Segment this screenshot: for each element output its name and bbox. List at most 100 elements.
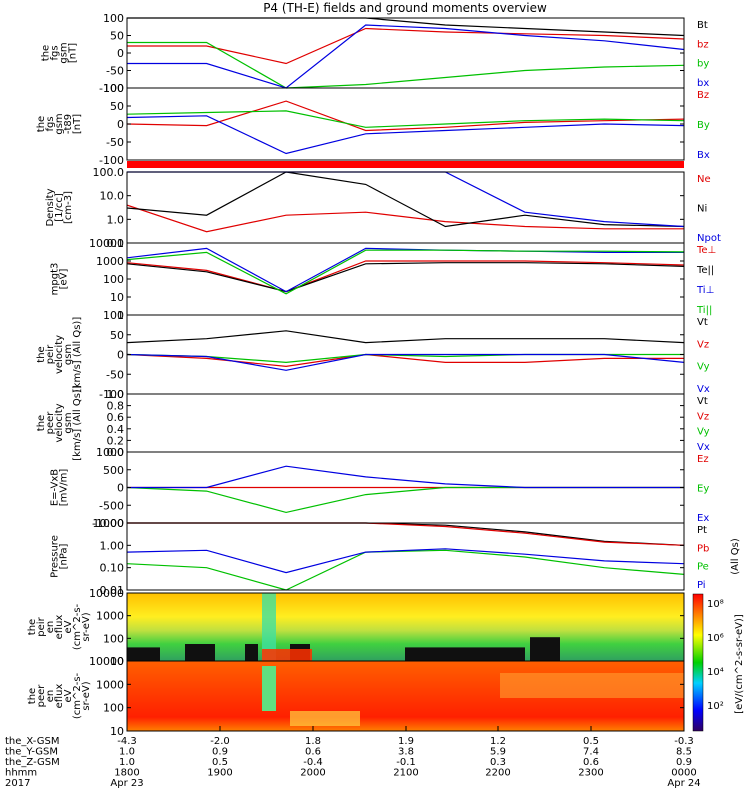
ytick-label: 500 (103, 464, 124, 477)
x-axis-table: the_X-GSM -4.3 -2.0 1.8 1.9 1.2 0.5 -0.3 the_Y-G… (5, 726, 701, 789)
legend-Vz: Vz (697, 339, 709, 350)
series-Pb (127, 522, 685, 546)
xaxis-value: 0.5 (583, 736, 599, 747)
legend-Ex: Ex (697, 513, 709, 524)
ytick-label: 0.0 (107, 446, 125, 459)
xaxis-value: -2.0 (210, 736, 230, 747)
ytick-label: 1000 (96, 610, 124, 623)
legend-Pb: Pb (697, 543, 709, 554)
ytick-label: 50 (110, 30, 124, 43)
series-Vz (126, 353, 684, 368)
ytick-label: -100 (99, 82, 124, 95)
ylabel-line: gsm (59, 42, 70, 63)
xaxis-value: -0.3 (674, 736, 694, 747)
red-band (127, 161, 684, 168)
peer-spec-upper (500, 673, 684, 698)
ylabel-line: the (36, 415, 47, 431)
ytick-label: 10000 (89, 587, 124, 600)
ylabel-line: the (36, 116, 47, 132)
ytick-label: -100 (99, 388, 124, 401)
ytick-label: 1.0 (107, 213, 125, 226)
ytick-label: 100.0 (93, 166, 125, 179)
ytick-label: 0.10 (100, 562, 125, 575)
ylabel-line: the (27, 688, 38, 704)
series-Pi (126, 548, 685, 574)
ytick-label: 0 (117, 482, 124, 495)
xaxis-value: -4.3 (117, 736, 137, 747)
legend-Bt: Bt (697, 20, 708, 31)
spectrograms (127, 593, 684, 731)
ylabel-line: fgs (45, 116, 56, 131)
legend-Npot: Npot (697, 233, 721, 244)
series-Ti|| (126, 249, 685, 295)
xaxis-value: 8.5 (676, 747, 692, 758)
xaxis-value: 0000 (671, 768, 696, 779)
ylabel-line: (cm^2-s- (72, 672, 83, 719)
ytick-label: 10 (110, 655, 124, 668)
ylabel-line: [km/s] (All Qs)] (72, 317, 83, 393)
legend-Ti||: Ti|| (696, 305, 712, 316)
xaxis-value: 1900 (207, 768, 232, 779)
xaxis-value: 1.0 (119, 747, 135, 758)
legend-Vx: Vx (697, 384, 710, 395)
legend-Vz: Vz (697, 411, 709, 422)
ytick-label: 0.4 (107, 423, 125, 436)
peir-spec-band (262, 593, 276, 661)
legend-Ez: Ez (697, 454, 709, 465)
legend-Bx: Bx (697, 150, 710, 161)
ytick-label: 10000 (89, 655, 124, 668)
ytick-label: 100 (103, 12, 124, 25)
xaxis-row-label: the_Y-GSM (5, 747, 58, 758)
series-By (126, 110, 685, 128)
ytick-label: 0 (117, 118, 124, 131)
xaxis-value: 0.5 (212, 757, 228, 768)
peir-spec-lowflux-5 (530, 637, 560, 661)
ylabel-line: eflux (54, 615, 65, 640)
ylabel-line: peer (45, 411, 56, 435)
peir-spec-hot (262, 649, 312, 661)
ytick-label: 1000 (96, 255, 124, 268)
legend-Ni: Ni (697, 204, 707, 215)
legend-Pt: Pt (697, 525, 707, 536)
ytick-label: 10000 (89, 237, 124, 250)
ylabel-line: mpgt3 (50, 263, 61, 296)
xaxis-value: 0.9 (676, 757, 692, 768)
ylabel-line: Pressure (50, 535, 61, 578)
ytick-label: 0.01 (100, 584, 125, 597)
series-Bx (126, 115, 685, 155)
ylabel-line: eflux (54, 684, 65, 709)
legend-Ey: Ey (697, 484, 709, 495)
peir-spec-lowflux-2 (245, 644, 258, 661)
xaxis-value: 7.4 (583, 747, 599, 758)
ylabel-line: -t89 (63, 114, 74, 134)
colorbar-tick: 10⁶ (707, 633, 724, 644)
panel-frame-fgs (126, 17, 685, 89)
ylabel-line: the (36, 346, 47, 362)
series-Vx (126, 353, 685, 371)
legend-Vy: Vy (697, 427, 710, 438)
ytick-label: 1 (117, 309, 124, 322)
ylabel-line: en (45, 690, 56, 703)
ytick-label: -100 (99, 154, 124, 167)
ylabel-line: velocity (54, 403, 65, 442)
xaxis-value: 0.6 (305, 747, 321, 758)
ytick-label: 1.0 (107, 388, 125, 401)
ylabel-line: [1/cc] (54, 193, 65, 222)
ylabel-line: peer (36, 684, 47, 708)
xaxis-value: -0.1 (396, 757, 416, 768)
peir-spec-lowflux-4 (405, 647, 525, 661)
ylabel-line: [km/s] (All Qs)] (72, 385, 83, 461)
legend-Vt: Vt (697, 396, 708, 407)
series-Pe (126, 549, 685, 591)
xaxis-value: 1800 (114, 768, 139, 779)
ylabel-line: (cm^2-s- (72, 603, 83, 650)
xaxis-value: 0.9 (212, 747, 228, 758)
ylabel-line: peir (45, 344, 56, 364)
ytick-label: 10 (110, 291, 124, 304)
ytick-label: 0 (117, 349, 124, 362)
xaxis-value: 2100 (393, 768, 418, 779)
series-Ni (126, 171, 685, 228)
series-bx (127, 24, 685, 89)
xaxis-value: 3.8 (398, 747, 414, 758)
